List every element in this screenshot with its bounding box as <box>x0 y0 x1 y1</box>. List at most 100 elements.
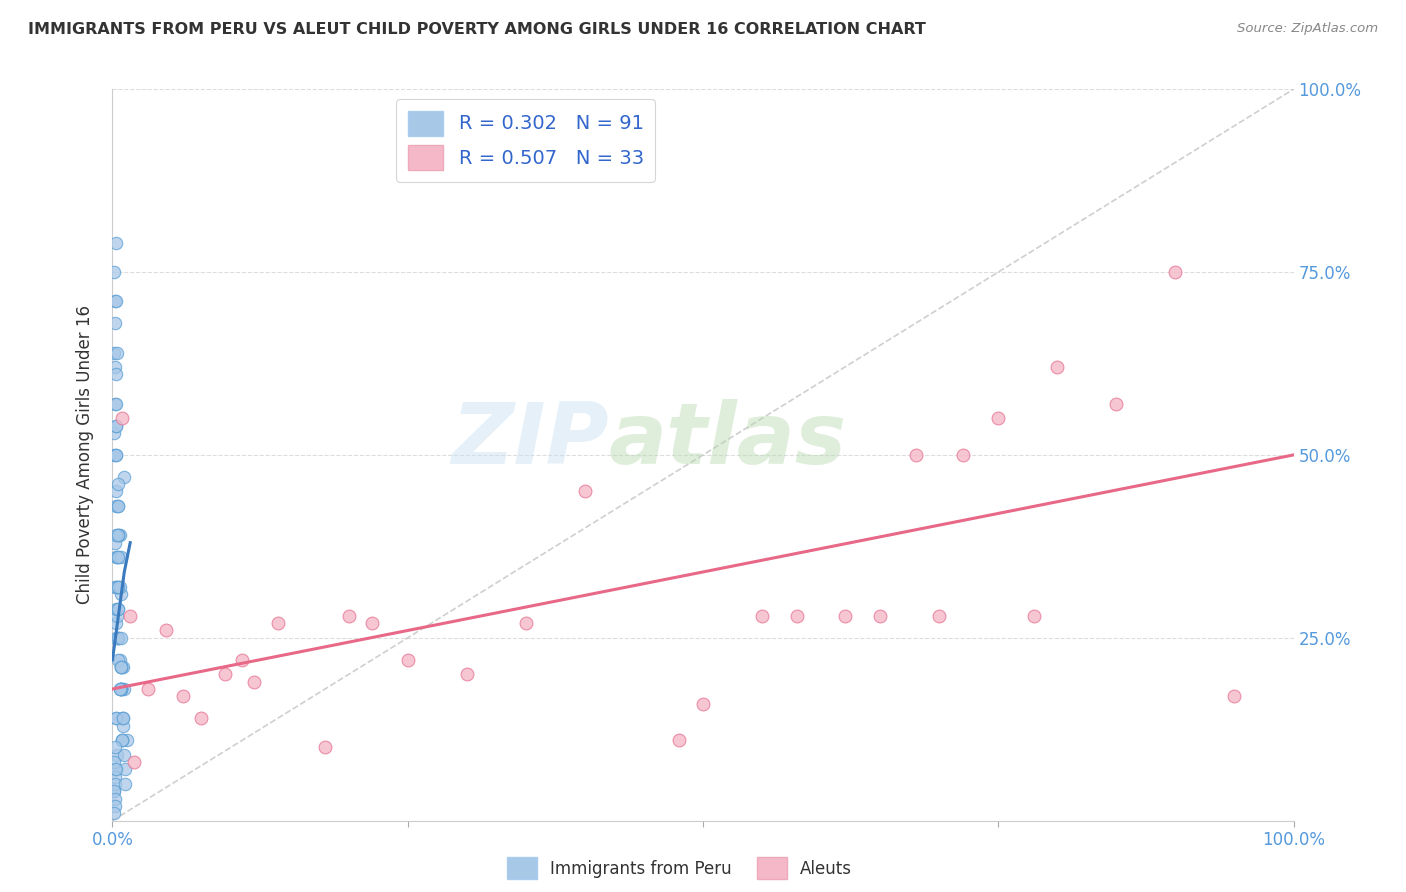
Point <box>110 660 132 674</box>
Point <box>112 660 135 674</box>
Text: ZIP: ZIP <box>451 399 609 482</box>
Point <box>107 601 129 615</box>
Point <box>105 711 128 725</box>
Point <box>574 484 596 499</box>
Point <box>108 653 131 667</box>
Point <box>692 697 714 711</box>
Point <box>104 316 127 330</box>
Point <box>112 711 135 725</box>
Point <box>104 397 127 411</box>
Y-axis label: Child Poverty Among Girls Under 16: Child Poverty Among Girls Under 16 <box>76 305 94 605</box>
Point <box>105 580 128 594</box>
Point <box>111 733 134 747</box>
Point <box>110 681 132 696</box>
Point <box>105 608 128 623</box>
Point <box>172 690 194 704</box>
Point <box>104 763 127 777</box>
Point <box>110 587 132 601</box>
Point <box>515 616 537 631</box>
Point <box>112 718 135 732</box>
Point <box>115 733 138 747</box>
Point <box>107 528 129 542</box>
Point <box>112 681 135 696</box>
Point <box>110 681 132 696</box>
Point <box>107 499 129 513</box>
Point <box>107 499 129 513</box>
Point <box>104 740 127 755</box>
Point <box>869 608 891 623</box>
Point <box>112 470 135 484</box>
Point <box>107 528 129 542</box>
Point <box>361 616 384 631</box>
Point <box>105 397 128 411</box>
Text: IMMIGRANTS FROM PERU VS ALEUT CHILD POVERTY AMONG GIRLS UNDER 16 CORRELATION CHA: IMMIGRANTS FROM PERU VS ALEUT CHILD POVE… <box>28 22 927 37</box>
Point <box>104 294 127 309</box>
Point <box>105 418 128 433</box>
Point <box>110 660 132 674</box>
Point <box>104 770 127 784</box>
Point <box>105 631 128 645</box>
Point <box>107 550 129 565</box>
Point <box>1164 265 1187 279</box>
Point <box>105 550 128 565</box>
Point <box>786 608 808 623</box>
Point <box>987 411 1010 425</box>
Point <box>112 747 135 762</box>
Point <box>105 747 128 762</box>
Point <box>904 448 927 462</box>
Point <box>104 360 127 375</box>
Point <box>104 535 127 549</box>
Point <box>105 499 128 513</box>
Point <box>122 755 145 769</box>
Point <box>105 294 128 309</box>
Point <box>314 740 336 755</box>
Point <box>107 477 129 491</box>
Point <box>120 608 142 623</box>
Point <box>396 653 419 667</box>
Point <box>108 528 131 542</box>
Point <box>107 653 129 667</box>
Point <box>136 681 159 696</box>
Point <box>105 345 128 359</box>
Point <box>105 418 128 433</box>
Point <box>108 681 131 696</box>
Point <box>107 550 129 565</box>
Point <box>110 631 132 645</box>
Point <box>110 681 132 696</box>
Point <box>1022 608 1045 623</box>
Point <box>1105 397 1128 411</box>
Point <box>928 608 950 623</box>
Point <box>111 733 134 747</box>
Point <box>155 624 177 638</box>
Point <box>114 763 136 777</box>
Point <box>103 784 125 798</box>
Legend: Immigrants from Peru, Aleuts: Immigrants from Peru, Aleuts <box>501 851 859 886</box>
Text: atlas: atlas <box>609 399 846 482</box>
Point <box>111 711 134 725</box>
Point <box>105 448 128 462</box>
Point <box>1046 360 1069 375</box>
Point <box>103 265 125 279</box>
Point <box>834 608 856 623</box>
Point <box>103 806 125 821</box>
Point <box>112 711 135 725</box>
Point <box>105 528 128 542</box>
Point <box>107 601 129 615</box>
Point <box>111 733 134 747</box>
Point <box>103 345 125 359</box>
Point <box>110 681 132 696</box>
Point <box>105 711 128 725</box>
Point <box>110 660 132 674</box>
Point <box>105 235 128 250</box>
Point <box>952 448 974 462</box>
Point <box>105 616 128 631</box>
Point <box>105 601 128 615</box>
Point <box>103 425 125 440</box>
Point <box>103 784 125 798</box>
Point <box>104 791 127 805</box>
Point <box>105 448 128 462</box>
Point <box>110 660 132 674</box>
Point <box>107 631 129 645</box>
Point <box>107 631 129 645</box>
Point <box>104 763 127 777</box>
